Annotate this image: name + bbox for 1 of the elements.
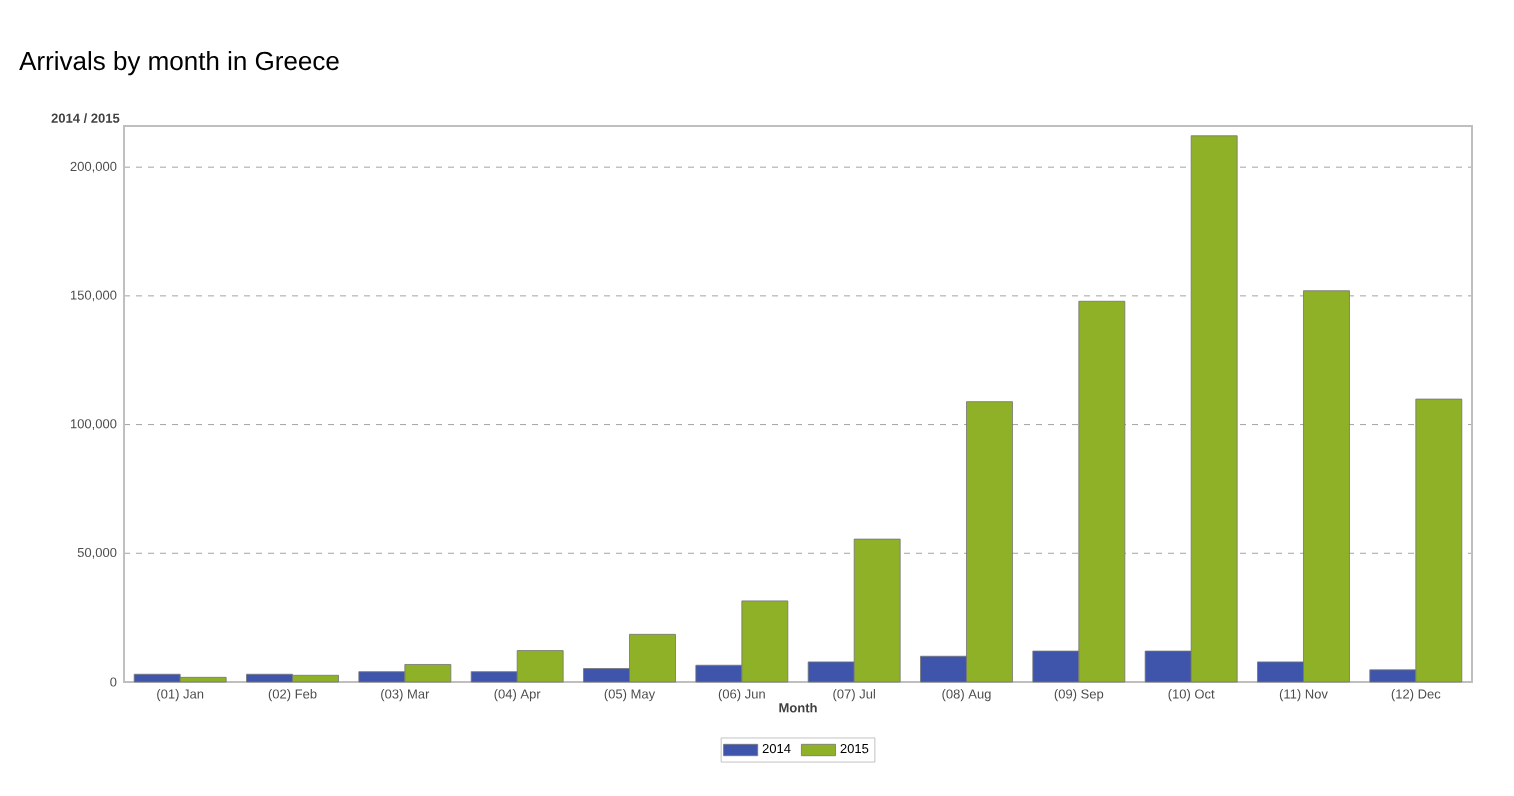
chart-title: Arrivals by month in Greece: [19, 51, 339, 76]
